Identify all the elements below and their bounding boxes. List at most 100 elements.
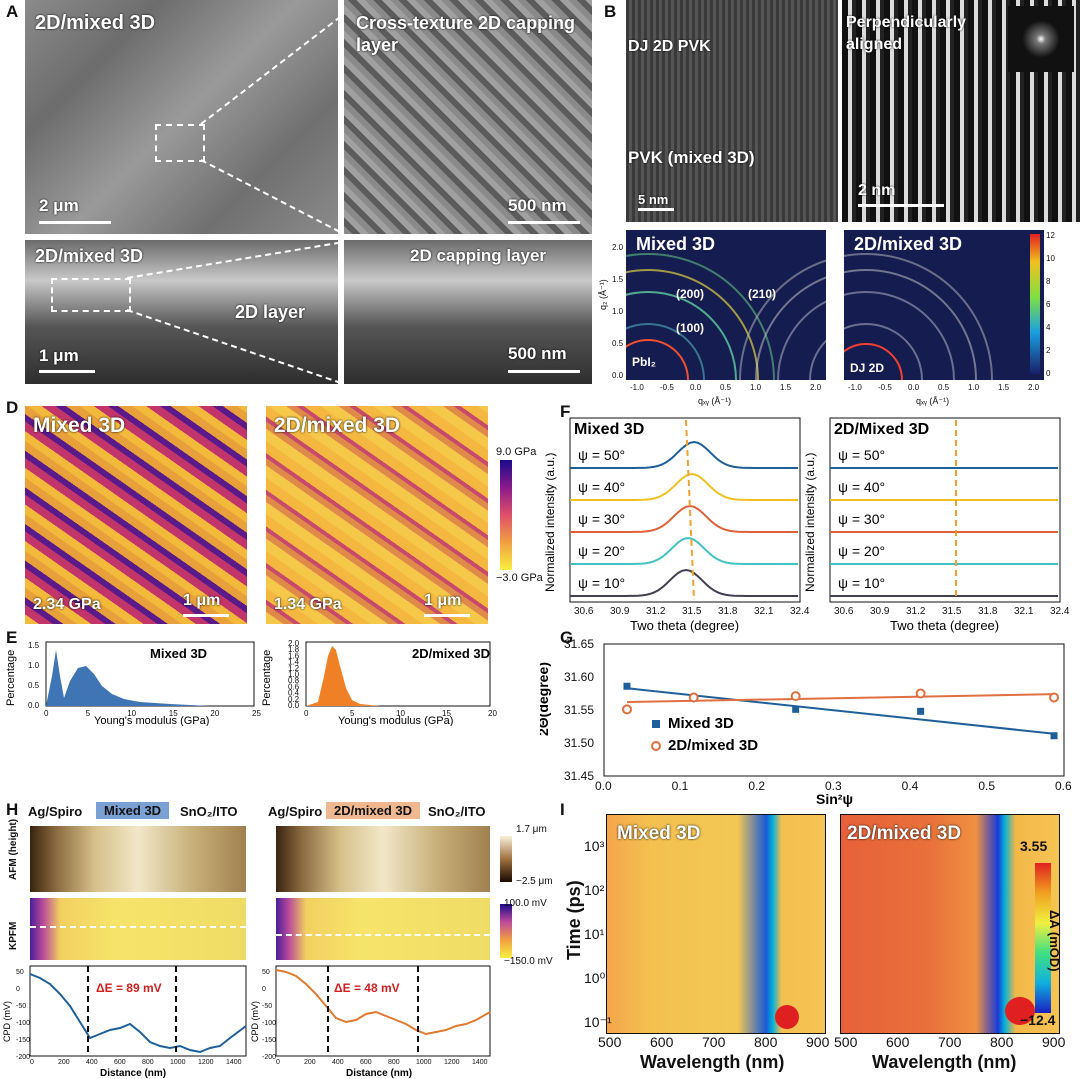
xrd-curve xyxy=(570,568,798,597)
c-cbar-tick: 2 xyxy=(1046,346,1051,355)
scale-label: 500 nm xyxy=(508,196,567,215)
ta-left-xlabel: Wavelength (nm) xyxy=(640,1052,785,1072)
zoom-box xyxy=(51,278,131,312)
f-xtick: 30.6 xyxy=(834,606,854,617)
ta-xtick: 600 xyxy=(650,1034,674,1050)
cpd-plots: ΔE = 89 mV ΔE = 48 mV CPD (mV) CPD (mV) … xyxy=(2,965,491,1079)
h-xtick: 200 xyxy=(304,1059,316,1066)
scale-bar xyxy=(183,614,229,617)
c-xtick: 1.5 xyxy=(998,383,1010,392)
kpfm-min: −150.0 mV xyxy=(504,956,553,967)
g-point xyxy=(1049,692,1060,703)
e-ytick: 1.4 xyxy=(288,658,300,667)
h-ytick: -50 xyxy=(262,1003,272,1010)
right-sno-label: SnO₂/ITO xyxy=(428,804,486,819)
g-xtick: 0.1 xyxy=(672,779,689,793)
g-ytick: 31.60 xyxy=(564,670,594,684)
e-ytick: 0.0 xyxy=(28,701,40,710)
ta-ytick: 10¹ xyxy=(584,926,605,942)
c-ytick: 1.0 xyxy=(612,307,624,316)
legend-marker xyxy=(652,720,660,728)
xrd-curve xyxy=(570,537,798,565)
h-xtick: 600 xyxy=(360,1059,372,1066)
h-ytick: -100 xyxy=(16,1020,30,1027)
panel-f-label: F xyxy=(560,402,571,421)
g-point xyxy=(790,691,801,702)
h-xtick: 1400 xyxy=(226,1059,242,1066)
left-sno-label: SnO₂/ITO xyxy=(180,804,238,819)
f-xtick: 31.5 xyxy=(942,606,962,617)
ta-ylabel: Time (ps) xyxy=(564,880,584,960)
h-ytick: -200 xyxy=(16,1054,30,1061)
zoom-box xyxy=(155,124,205,162)
ta-xtick: 800 xyxy=(754,1034,778,1050)
scale-bar xyxy=(858,204,944,207)
c-ytick: 1.5 xyxy=(612,275,624,284)
kpfm-map-right xyxy=(276,898,490,960)
e-xtick: 25 xyxy=(252,709,261,718)
h-ytick: -150 xyxy=(262,1037,276,1044)
g-point xyxy=(915,688,926,699)
scale-label: 500 nm xyxy=(508,344,567,363)
e-xtick: 20 xyxy=(488,709,497,718)
tem-image: DJ 2D PVK PVK (mixed 3D) 5 nm xyxy=(626,0,838,222)
h-ytick: 0 xyxy=(16,986,20,993)
aligned-label: Perpendicularly aligned xyxy=(846,14,967,53)
cpd-curve-left xyxy=(29,973,247,1054)
h-xtick: 1200 xyxy=(444,1059,460,1066)
h-ytick: 0 xyxy=(262,986,266,993)
e-ytick: 0.0 xyxy=(288,701,300,710)
kpfm-colorbar xyxy=(500,904,512,958)
modulus-right-value: 1.34 GPa xyxy=(274,596,342,613)
e-ytick: 1.8 xyxy=(288,645,300,654)
h-ytick: 50 xyxy=(262,969,270,976)
xrd-right-ylabel: Normalized intensity (a.u.) xyxy=(803,453,817,592)
afm-colorbar xyxy=(500,836,512,882)
left-mid-label: Mixed 3D xyxy=(96,802,170,819)
c-xtick: 1.0 xyxy=(968,383,980,392)
ta-ytick: 10² xyxy=(584,882,605,898)
g-ytick: 31.65 xyxy=(564,637,594,651)
f-xtick: 32.1 xyxy=(754,606,774,617)
giwaxs-panel: Mixed 3D 2D/mixed 3D (200) (210) (100) P… xyxy=(598,230,1080,410)
pbi2-label: PbI₂ xyxy=(632,355,656,369)
legend-marker xyxy=(651,741,661,751)
e-ytick: 1.2 xyxy=(288,664,300,673)
xrd-left-title: Mixed 3D xyxy=(574,421,644,438)
profile-line xyxy=(30,926,246,928)
scale-label: 2 μm xyxy=(39,196,79,215)
psi-label: ψ = 30° xyxy=(838,511,885,527)
scale-label: 1 μm xyxy=(424,592,462,609)
g-fit-line xyxy=(626,693,1055,704)
scale-label: 1 μm xyxy=(183,592,221,609)
panel-b-label: B xyxy=(604,2,617,21)
h-ytick: -150 xyxy=(16,1037,30,1044)
kpfm-row-label: KPFM xyxy=(8,921,19,950)
h-ytick: -200 xyxy=(262,1054,276,1061)
tem-zoom-image: Perpendicularly aligned 2 nm xyxy=(842,0,1080,222)
e-xtick: 15 xyxy=(169,709,178,718)
h-ytick: 50 xyxy=(16,969,24,976)
e-xtick: 0 xyxy=(304,709,309,718)
cpd-right-xlabel: Distance (nm) xyxy=(346,1068,412,1079)
colorbar-min: −3.0 GPa xyxy=(496,572,543,584)
ta-colorbar xyxy=(1035,863,1051,1013)
c-xtick: 1.5 xyxy=(780,383,792,392)
hist-left-title: Mixed 3D xyxy=(150,646,207,661)
ta-xtick: 500 xyxy=(598,1034,622,1050)
sem-zoom-title: Cross-texture 2D capping layer xyxy=(356,13,576,55)
xrd-right-xlabel: Two theta (degree) xyxy=(890,618,999,633)
psi-label: ψ = 20° xyxy=(578,543,625,559)
c-xtick: 0.0 xyxy=(690,383,702,392)
kpfm-max: 100.0 mV xyxy=(504,898,547,909)
profile-line xyxy=(276,934,490,936)
qxy-axis-left: qₓᵧ (Å⁻¹) xyxy=(698,396,731,406)
xrd-curve xyxy=(570,440,798,469)
residual-stress-chart: 0.0 0.1 0.2 0.3 0.4 0.5 0.6 31.45 31.50 31.55 31.6… xyxy=(540,637,1072,807)
ta-ytick: 10⁰ xyxy=(584,970,606,986)
g-ytick: 31.55 xyxy=(564,703,594,717)
ta-xtick: 900 xyxy=(1042,1034,1066,1050)
xrd-curve xyxy=(570,504,798,533)
e-ytick: 0.5 xyxy=(28,681,40,690)
giwaxs-right-title: 2D/mixed 3D xyxy=(854,234,962,254)
